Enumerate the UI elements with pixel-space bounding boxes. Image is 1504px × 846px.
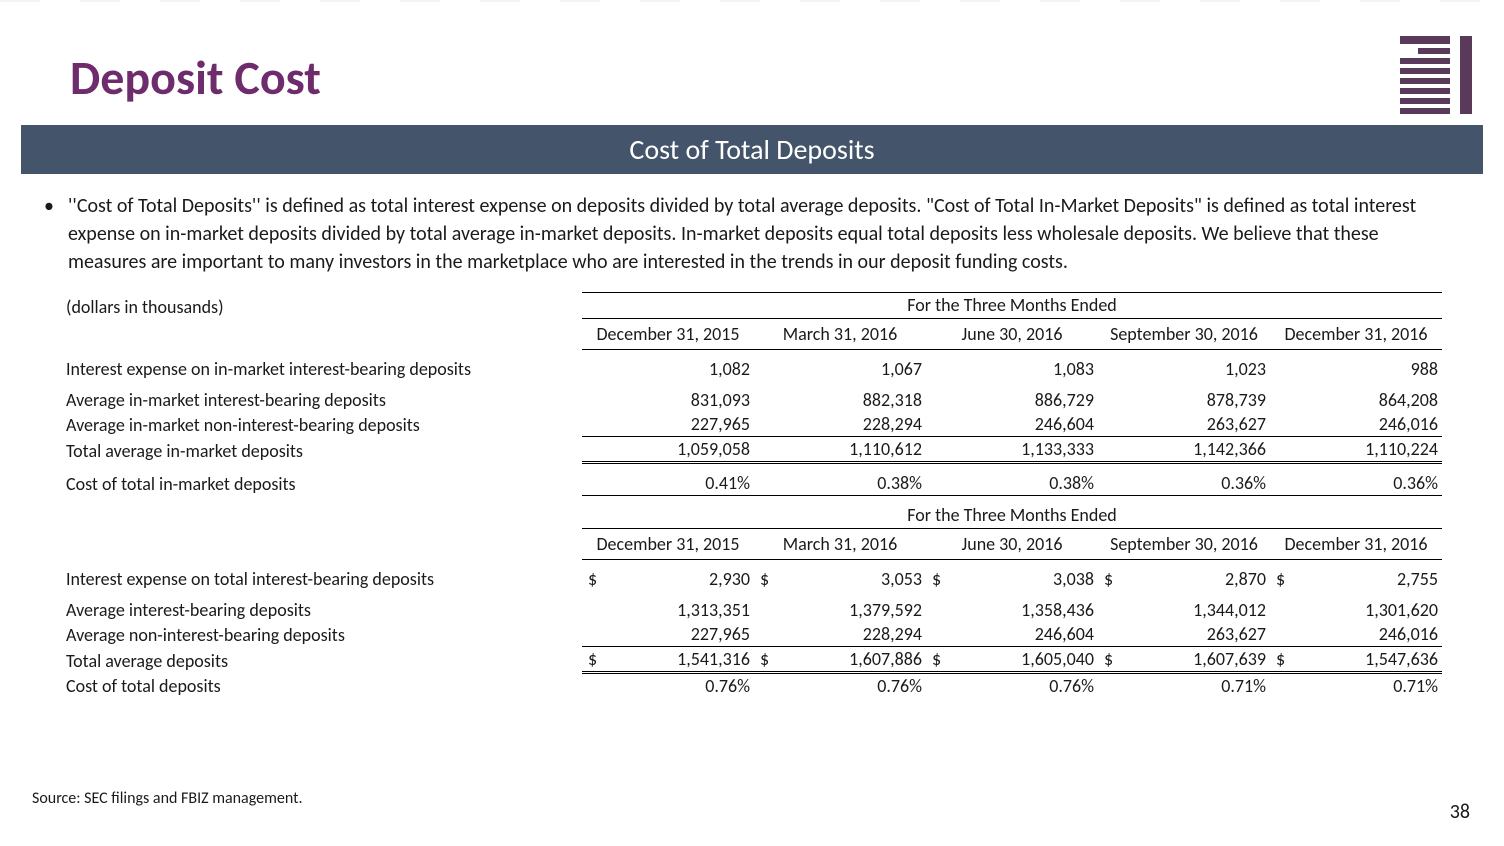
cell: $1,607,639	[1098, 647, 1270, 673]
column-dates-1: December 31, 2015 March 31, 2016 June 30…	[62, 319, 1442, 350]
row-label: Interest expense on in-market interest-b…	[62, 350, 582, 382]
cell: 1,142,366	[1098, 437, 1270, 463]
source-footnote: Source: SEC filings and FBIZ management.	[32, 789, 302, 808]
cell: 246,604	[926, 412, 1098, 437]
cell: 228,294	[754, 412, 926, 437]
row-label: Interest expense on total interest-beari…	[62, 560, 582, 592]
table-row: Average in-market non-interest-bearing d…	[62, 412, 1442, 437]
cell: 246,016	[1270, 622, 1442, 647]
cell: $3,053	[754, 560, 926, 592]
page-title: Deposit Cost	[0, 0, 1504, 125]
cell: 0.41%	[582, 463, 754, 496]
col-date: June 30, 2016	[926, 319, 1098, 350]
bullet-dot-icon: •	[42, 192, 68, 276]
cell: 1,110,612	[754, 437, 926, 463]
cell: 1,082	[582, 350, 754, 382]
cell: $2,755	[1270, 560, 1442, 592]
row-label: Total average in-market deposits	[62, 437, 582, 463]
cell: 228,294	[754, 622, 926, 647]
cell: 1,133,333	[926, 437, 1098, 463]
table-row-pct: Cost of total deposits 0.76% 0.76% 0.76%…	[62, 673, 1442, 699]
cell: 0.76%	[582, 673, 754, 699]
row-label: Average non-interest-bearing deposits	[62, 622, 582, 647]
row-label: Total average deposits	[62, 647, 582, 673]
col-date: December 31, 2016	[1270, 319, 1442, 350]
cell: 0.36%	[1098, 463, 1270, 496]
col-date: March 31, 2016	[754, 529, 926, 560]
col-date: September 30, 2016	[1098, 529, 1270, 560]
cell: 878,739	[1098, 381, 1270, 412]
cell: 0.38%	[754, 463, 926, 496]
cell: $2,870	[1098, 560, 1270, 592]
table-row: Interest expense on in-market interest-b…	[62, 350, 1442, 382]
cell: 1,023	[1098, 350, 1270, 382]
cell: $1,607,886	[754, 647, 926, 673]
cell: 227,965	[582, 622, 754, 647]
cell: 1,313,351	[582, 591, 754, 622]
cell: 1,067	[754, 350, 926, 382]
col-date: December 31, 2016	[1270, 529, 1442, 560]
cell: 0.38%	[926, 463, 1098, 496]
table-row-total: Total average deposits $1,541,316 $1,607…	[62, 647, 1442, 673]
cell: 227,965	[582, 412, 754, 437]
row-label: Cost of total in-market deposits	[62, 463, 582, 496]
cell: 246,016	[1270, 412, 1442, 437]
definition-bullet: • ''Cost of Total Deposits'' is defined …	[0, 174, 1504, 292]
col-date: December 31, 2015	[582, 319, 754, 350]
row-label: Average in-market non-interest-bearing d…	[62, 412, 582, 437]
cell: 0.76%	[754, 673, 926, 699]
cell: 864,208	[1270, 381, 1442, 412]
cell: 1,110,224	[1270, 437, 1442, 463]
cell: 263,627	[1098, 412, 1270, 437]
cell: $1,605,040	[926, 647, 1098, 673]
cell: $3,038	[926, 560, 1098, 592]
column-dates-2: December 31, 2015 March 31, 2016 June 30…	[62, 529, 1442, 560]
cell: 1,083	[926, 350, 1098, 382]
table-row: Interest expense on total interest-beari…	[62, 560, 1442, 592]
table-row-total: Total average in-market deposits 1,059,0…	[62, 437, 1442, 463]
table-row: Average non-interest-bearing deposits 22…	[62, 622, 1442, 647]
cell: 0.36%	[1270, 463, 1442, 496]
cell: 1,301,620	[1270, 591, 1442, 622]
row-label: Average in-market interest-bearing depos…	[62, 381, 582, 412]
cell: 246,604	[926, 622, 1098, 647]
cell: 882,318	[754, 381, 926, 412]
financial-tables: (dollars in thousands) For the Three Mon…	[0, 292, 1504, 698]
cell: $2,930	[582, 560, 754, 592]
units-note: (dollars in thousands)	[62, 293, 582, 319]
col-date: June 30, 2016	[926, 529, 1098, 560]
period-header-1: For the Three Months Ended	[582, 293, 1442, 319]
cell: 1,344,012	[1098, 591, 1270, 622]
col-date: December 31, 2015	[582, 529, 754, 560]
cell: 886,729	[926, 381, 1098, 412]
definition-text: ''Cost of Total Deposits'' is defined as…	[68, 192, 1444, 276]
company-logo-icon	[1390, 30, 1474, 120]
cell: 831,093	[582, 381, 754, 412]
cell: 263,627	[1098, 622, 1270, 647]
cell: 0.71%	[1098, 673, 1270, 699]
cell: 0.71%	[1270, 673, 1442, 699]
col-date: March 31, 2016	[754, 319, 926, 350]
cell: $1,547,636	[1270, 647, 1442, 673]
cell: 1,059,058	[582, 437, 754, 463]
table-row: Average interest-bearing deposits 1,313,…	[62, 591, 1442, 622]
row-label: Cost of total deposits	[62, 673, 582, 699]
table-row: Average in-market interest-bearing depos…	[62, 381, 1442, 412]
period-header-2: For the Three Months Ended	[582, 496, 1442, 529]
row-label: Average interest-bearing deposits	[62, 591, 582, 622]
cell: 988	[1270, 350, 1442, 382]
col-date: September 30, 2016	[1098, 319, 1270, 350]
cell: 0.76%	[926, 673, 1098, 699]
table-row-pct: Cost of total in-market deposits 0.41% 0…	[62, 463, 1442, 496]
section-banner: Cost of Total Deposits	[21, 125, 1483, 174]
cell: 1,379,592	[754, 591, 926, 622]
decorative-top-edge	[0, 0, 1504, 2]
page-number: 38	[1450, 800, 1470, 824]
cell: 1,358,436	[926, 591, 1098, 622]
cell: $1,541,316	[582, 647, 754, 673]
